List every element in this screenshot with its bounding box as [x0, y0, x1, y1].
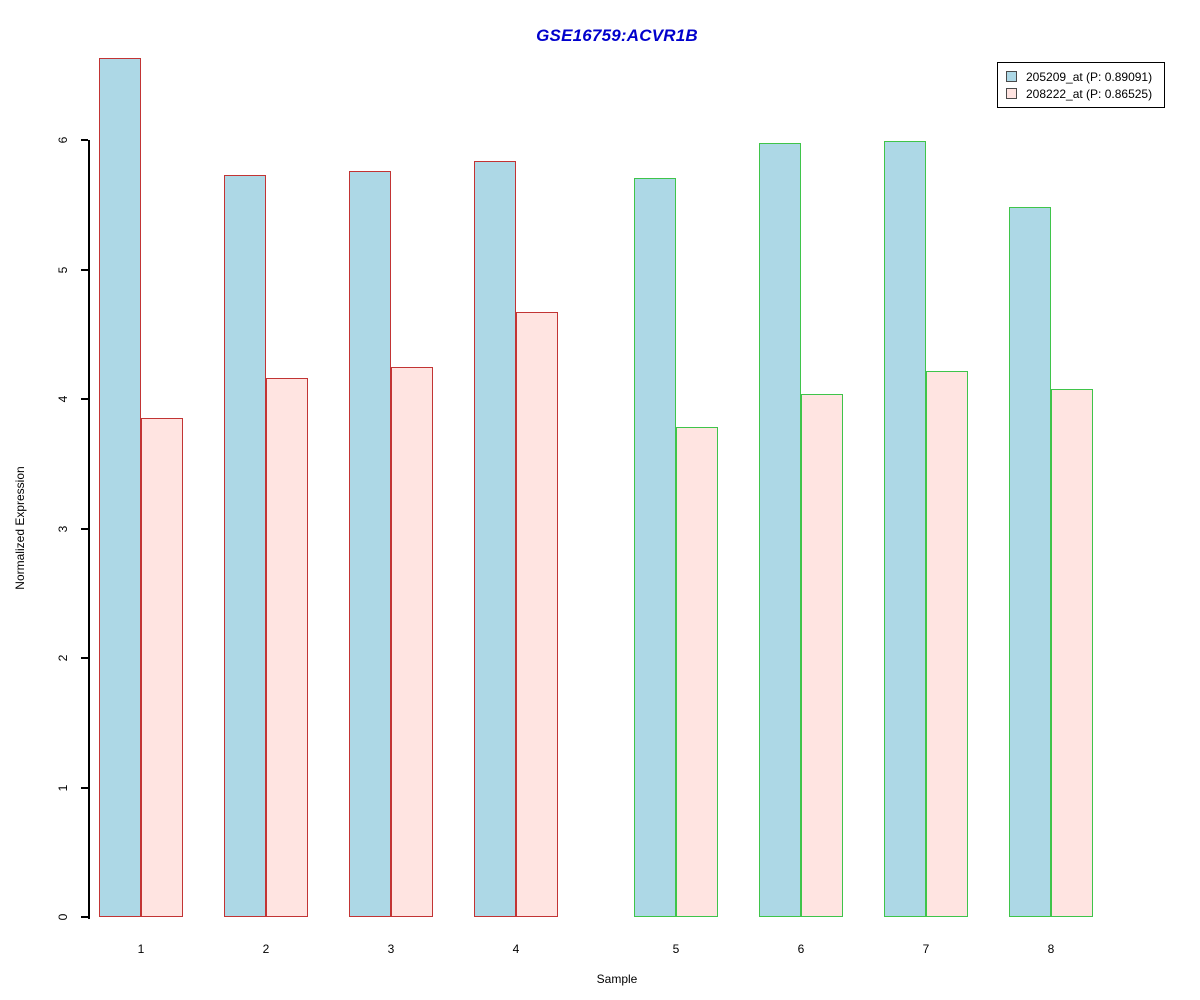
y-tick-label: 3	[56, 525, 70, 532]
y-tick-label: 4	[56, 395, 70, 403]
x-tick-label-sample-3: 3	[387, 942, 395, 956]
bar-205209_at-sample-1	[99, 58, 141, 917]
x-tick-label-sample-6: 6	[797, 942, 805, 956]
bar-205209_at-sample-6	[759, 142, 801, 917]
bar-208222_at-sample-8	[1051, 388, 1093, 917]
bar-205209_at-sample-2	[224, 174, 266, 917]
bar-208222_at-sample-7	[926, 370, 968, 917]
bar-205209_at-sample-7	[884, 141, 926, 917]
bar-205209_at-sample-5	[634, 177, 676, 917]
bar-208222_at-sample-1	[141, 418, 183, 917]
legend-row: 205209_at (P: 0.89091)	[1006, 68, 1158, 85]
x-tick-label-sample-4: 4	[512, 942, 520, 956]
x-tick-label-sample-8: 8	[1047, 942, 1055, 956]
y-tick-label: 5	[56, 266, 70, 273]
x-tick-label-sample-7: 7	[922, 942, 930, 956]
y-tick-label: 2	[56, 654, 70, 662]
x-tick-label-sample-2: 2	[262, 942, 270, 956]
legend-box: 205209_at (P: 0.89091) 208222_at (P: 0.8…	[997, 62, 1165, 108]
y-tick-mark	[81, 268, 88, 271]
x-axis-title: Sample	[596, 972, 638, 986]
y-tick-mark	[81, 657, 88, 659]
bar-208222_at-sample-6	[801, 393, 843, 917]
legend-swatch-series1	[1006, 71, 1017, 82]
y-tick-label: 6	[56, 136, 70, 144]
y-tick-mark	[81, 916, 88, 918]
y-tick-mark	[81, 139, 88, 141]
bar-205209_at-sample-3	[349, 171, 391, 917]
bar-208222_at-sample-2	[266, 378, 308, 917]
y-axis-line	[88, 140, 90, 919]
legend-row: 208222_at (P: 0.86525)	[1006, 85, 1158, 102]
y-tick-mark	[81, 398, 88, 400]
chart-title: GSE16759:ACVR1B	[536, 26, 698, 45]
y-tick-label: 1	[56, 784, 70, 791]
x-tick-label-sample-5: 5	[672, 942, 680, 956]
y-tick-mark	[81, 786, 88, 789]
y-tick-label: 0	[56, 913, 70, 921]
bar-208222_at-sample-3	[391, 366, 433, 917]
bar-205209_at-sample-4	[474, 160, 516, 917]
x-tick-label-sample-1: 1	[137, 942, 145, 956]
legend-swatch-series2	[1006, 88, 1017, 99]
legend-label-series1: 205209_at (P: 0.89091)	[1026, 69, 1153, 84]
legend-label-series2: 208222_at (P: 0.86525)	[1026, 86, 1153, 101]
bar-208222_at-sample-4	[516, 312, 558, 917]
y-tick-mark	[81, 527, 88, 530]
bar-208222_at-sample-5	[676, 427, 718, 917]
bar-205209_at-sample-8	[1009, 207, 1051, 917]
